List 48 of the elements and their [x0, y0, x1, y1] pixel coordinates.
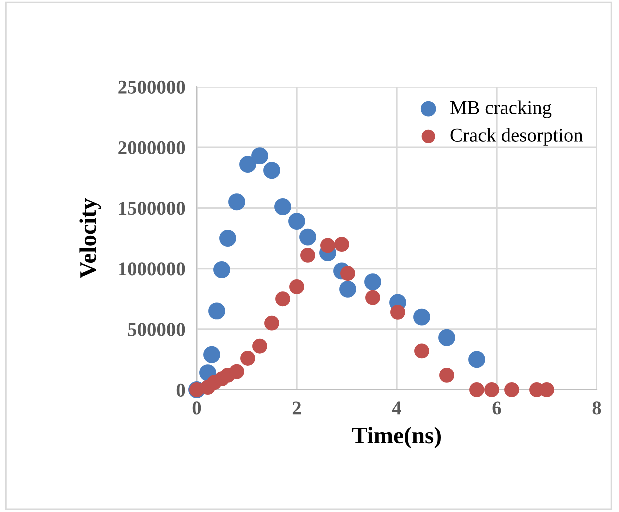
point: [340, 280, 356, 298]
x-tick-label: 0: [192, 402, 202, 415]
point: [300, 228, 316, 246]
point: [300, 248, 316, 263]
x-tick-label: 6: [492, 402, 502, 415]
point: [390, 304, 406, 320]
point: [438, 329, 456, 346]
point: [366, 290, 380, 306]
point: [340, 266, 356, 282]
point: [264, 316, 280, 331]
point: [364, 274, 382, 291]
point: [414, 308, 430, 326]
y-tick-label: 500000: [128, 323, 186, 336]
point: [276, 292, 290, 307]
point: [252, 338, 268, 354]
y-tick-label: 2500000: [118, 80, 186, 94]
point: [288, 213, 306, 230]
point: [228, 194, 246, 211]
y-tick-label: 0: [176, 384, 186, 397]
point: [470, 382, 484, 398]
point: [252, 148, 268, 165]
point: [414, 344, 430, 359]
point: [274, 198, 292, 216]
point: [240, 351, 256, 366]
point: [504, 382, 520, 398]
y-axis-title: Velocity: [80, 198, 102, 278]
point: [468, 351, 486, 368]
y-tick-label: 1000000: [119, 262, 186, 276]
point: [230, 364, 244, 380]
point: [334, 237, 350, 252]
legend-label: MB cracking: [450, 100, 552, 118]
point: [440, 368, 454, 383]
point: [204, 346, 220, 364]
point: [208, 302, 226, 320]
point: [220, 230, 236, 247]
point: [290, 280, 304, 294]
x-tick-label: 2: [292, 402, 302, 415]
point: [484, 382, 500, 398]
point: [264, 162, 280, 180]
y-tick-label: 1500000: [119, 202, 186, 216]
point: [214, 262, 230, 278]
x-tick-label: 4: [392, 402, 402, 415]
legend-label: Crack desorption: [450, 128, 584, 146]
point: [320, 238, 336, 254]
x-axis-title: Time(ns): [352, 427, 442, 448]
point: [240, 156, 256, 174]
x-tick-label: 8: [592, 402, 602, 415]
y-tick-label: 2000000: [118, 141, 186, 155]
